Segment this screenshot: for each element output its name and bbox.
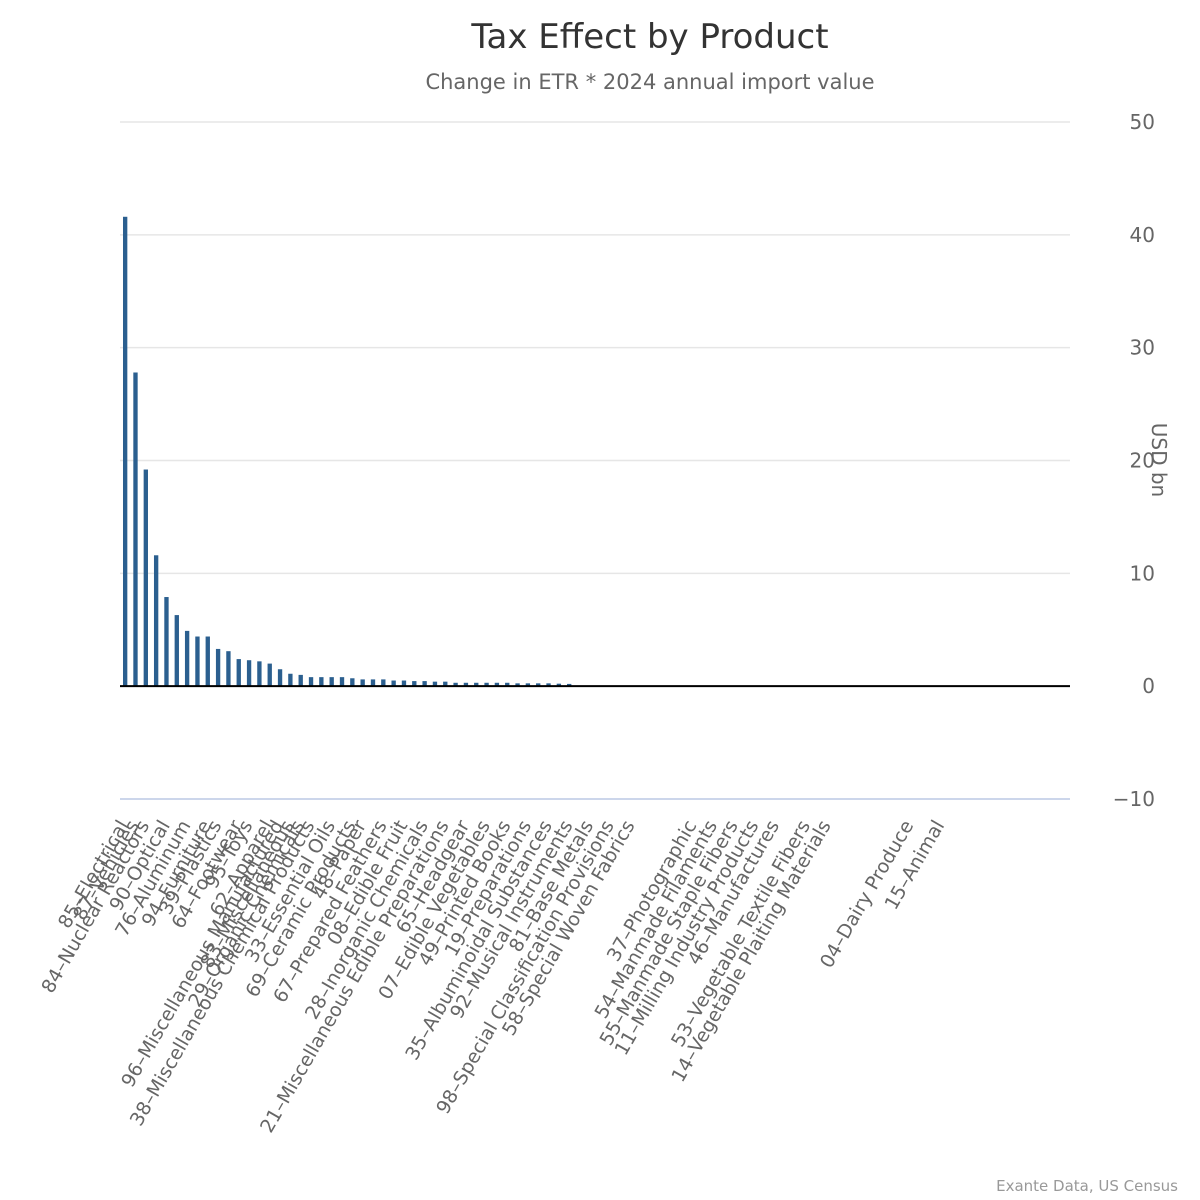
bar xyxy=(463,682,469,687)
bar xyxy=(319,677,324,687)
bar xyxy=(556,683,562,687)
bar xyxy=(257,661,262,687)
bar xyxy=(494,682,500,687)
bar xyxy=(288,673,293,687)
bar xyxy=(215,648,221,687)
y-tick-label: 0 xyxy=(1142,674,1155,698)
chart-subtitle: Change in ETR * 2024 annual import value xyxy=(425,70,874,94)
bar xyxy=(525,683,531,687)
bar xyxy=(536,683,541,687)
bar xyxy=(360,679,365,687)
bar xyxy=(546,683,551,687)
y-tick-label: 30 xyxy=(1130,336,1155,360)
bar xyxy=(205,636,210,687)
bar xyxy=(298,674,303,687)
chart-title: Tax Effect by Product xyxy=(470,17,828,57)
bar xyxy=(339,677,345,687)
bar xyxy=(153,555,159,687)
bar-series xyxy=(120,216,1070,688)
bar xyxy=(329,677,334,687)
chart-credit: Exante Data, US Census xyxy=(996,1177,1178,1195)
bar xyxy=(174,615,179,687)
bar xyxy=(484,682,489,687)
bar xyxy=(308,677,314,687)
bar xyxy=(567,683,572,687)
bar xyxy=(350,678,355,687)
bar xyxy=(505,682,510,687)
y-axis-title: USD bn xyxy=(1147,423,1171,497)
y-axis-ticks: 50 40 30 20 10 0 −10 xyxy=(1113,110,1155,811)
y-tick-label: −10 xyxy=(1113,787,1155,811)
y-tick-label: 50 xyxy=(1130,110,1155,134)
bar xyxy=(133,372,138,687)
bar xyxy=(443,681,448,687)
bar xyxy=(391,680,396,687)
y-tick-label: 10 xyxy=(1130,561,1155,585)
bar xyxy=(277,669,283,687)
bar xyxy=(401,680,407,687)
bar xyxy=(184,630,190,687)
y-tick-label: 40 xyxy=(1130,223,1155,247)
bar xyxy=(195,636,200,687)
bar xyxy=(432,681,438,687)
bar xyxy=(412,681,417,687)
bar xyxy=(164,597,169,687)
bar xyxy=(122,216,128,687)
bar xyxy=(143,469,148,687)
bar xyxy=(370,679,376,687)
bar xyxy=(422,681,427,687)
bar xyxy=(381,679,386,687)
bar xyxy=(515,683,520,687)
bar xyxy=(236,659,241,687)
bar xyxy=(474,682,479,687)
y-tick-label: 20 xyxy=(1130,449,1155,473)
bar xyxy=(246,660,252,687)
bar xyxy=(226,651,231,687)
gridlines xyxy=(120,121,1070,800)
bar xyxy=(267,663,272,687)
bar xyxy=(453,682,458,687)
